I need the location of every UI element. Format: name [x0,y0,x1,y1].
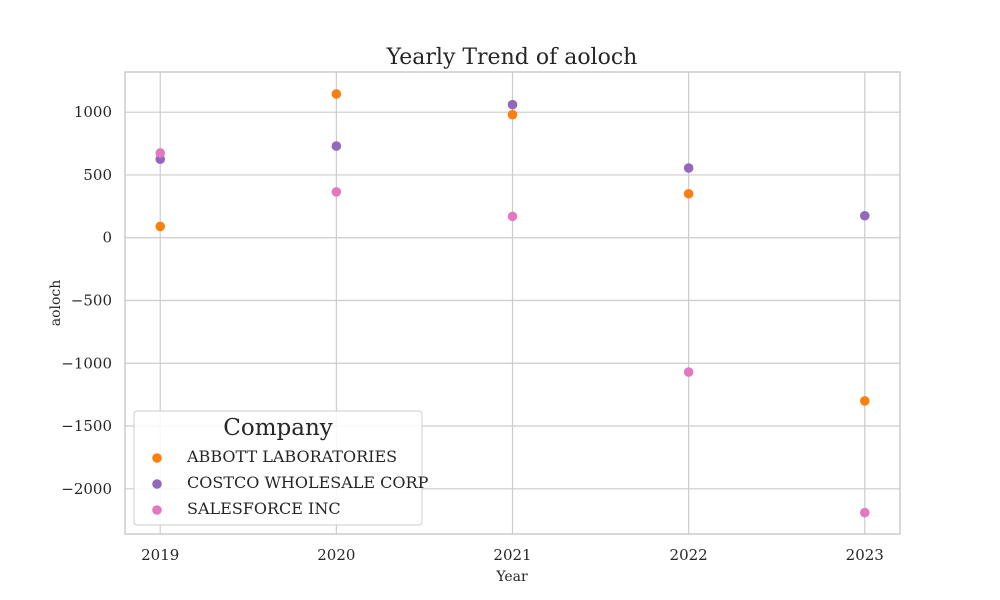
legend: Company ABBOTT LABORATORIES COSTCO WHOLES… [133,410,429,526]
data-point [683,367,694,377]
data-point [859,507,870,518]
x-axis-label: Year [495,569,528,585]
y-axis-label: aoloch [48,280,64,327]
data-point [331,89,342,99]
y-tick-label: −500 [71,291,112,309]
y-tick-label: −1000 [61,354,112,372]
data-points [155,89,870,518]
data-point [683,188,694,199]
data-point [859,210,870,221]
legend-title: Company [223,415,333,441]
plot-frame [124,71,901,535]
legend-marker [152,479,162,489]
legend-marker [152,453,162,463]
data-point [507,99,518,110]
x-tick-label: 2019 [141,546,179,564]
legend-box [133,410,423,526]
data-point [859,396,870,406]
data-point [331,141,342,151]
y-tick-label: 500 [83,166,112,184]
legend-label: ABBOTT LABORATORIES [186,447,397,466]
data-point [331,187,342,197]
x-tick-label: 2020 [317,546,355,564]
y-tick-label: 0 [102,229,112,247]
y-tick-label: −1500 [61,417,112,435]
data-point [155,221,166,232]
chart-title: Yearly Trend of aoloch [386,45,638,70]
data-point [507,211,518,222]
legend-label: SALESFORCE INC [187,499,341,518]
legend-marker [152,505,162,515]
data-point [683,163,694,173]
y-tick-label: 1000 [74,103,112,121]
legend-label: COSTCO WHOLESALE CORP [187,473,429,492]
data-point [507,109,518,120]
gridlines [125,72,900,534]
y-tick-labels: 1000 500 0 −500 −1000 −1500 −2000 [61,103,112,498]
x-tick-label: 2021 [493,546,531,564]
x-tick-label: 2023 [846,546,884,564]
x-tick-labels: 2019 2020 2021 2022 2023 [141,546,884,564]
y-tick-label: −2000 [61,480,112,498]
data-point [155,148,166,158]
x-tick-label: 2022 [670,546,708,564]
legend-items: ABBOTT LABORATORIES COSTCO WHOLESALE CORP… [152,447,429,518]
